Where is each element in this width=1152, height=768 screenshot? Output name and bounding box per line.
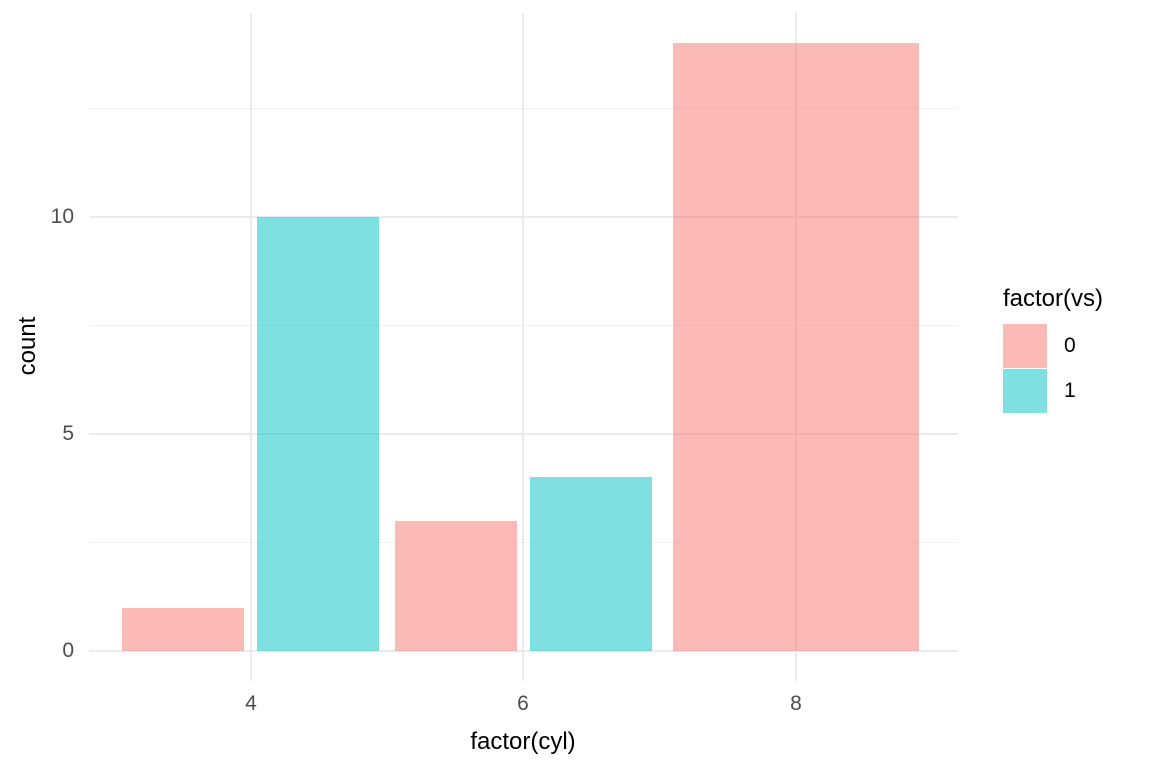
y-axis-tick-label: 10 bbox=[50, 205, 74, 228]
bar-cyl4-vs1 bbox=[257, 217, 379, 651]
y-axis-title: count bbox=[14, 316, 41, 376]
x-axis-tick-label: 8 bbox=[790, 692, 802, 715]
legend-title: factor(vs) bbox=[1003, 285, 1104, 312]
x-axis-title: factor(cyl) bbox=[470, 728, 576, 755]
bar-cyl8-vs0 bbox=[673, 43, 919, 651]
x-axis-tick-label: 4 bbox=[245, 692, 257, 715]
legend-key-1 bbox=[1003, 369, 1047, 413]
legend-label-0: 0 bbox=[1064, 334, 1076, 357]
bar-cyl4-vs0 bbox=[122, 608, 244, 651]
gridline-major-x bbox=[249, 13, 252, 681]
y-axis-tick-label: 0 bbox=[62, 639, 74, 662]
bar-cyl6-vs1 bbox=[530, 477, 652, 651]
legend-label-1: 1 bbox=[1064, 379, 1076, 402]
bar-cyl6-vs0 bbox=[395, 521, 517, 651]
gridline-major-x bbox=[522, 13, 524, 681]
y-axis-tick-label: 5 bbox=[62, 422, 74, 445]
x-axis-tick-label: 6 bbox=[517, 692, 529, 715]
plot-panel bbox=[89, 13, 958, 681]
legend-key-0 bbox=[1003, 324, 1047, 368]
